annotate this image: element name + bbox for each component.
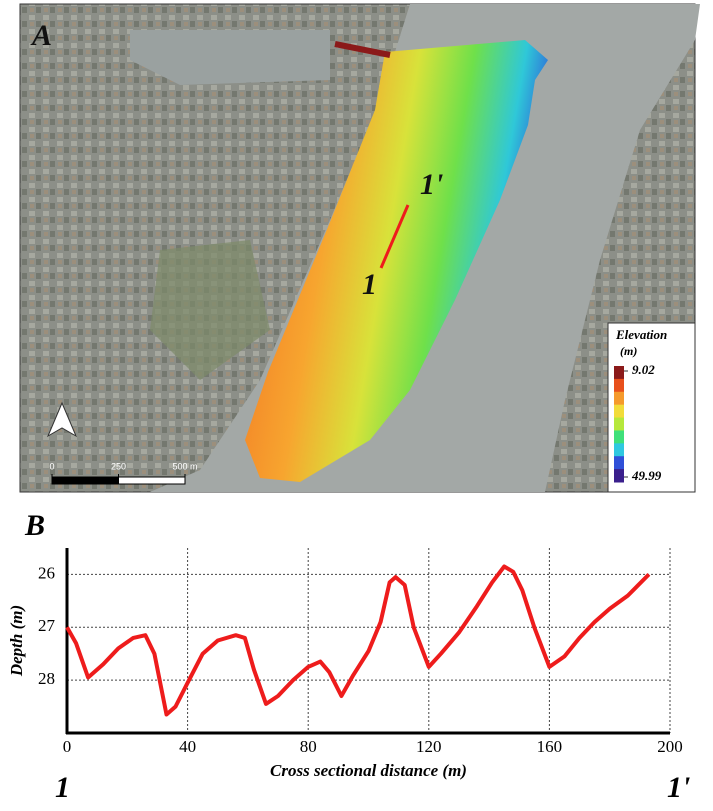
colorbar-segment — [614, 404, 624, 419]
section-start-label: 1 — [362, 268, 377, 301]
section-end-label: 1' — [667, 771, 690, 804]
legend-unit: (m) — [620, 344, 637, 358]
colorbar-segment — [614, 469, 624, 483]
section-end-label: 1' — [420, 168, 443, 201]
colorbar-segment — [614, 417, 624, 431]
scale-bar-label: 500 m — [172, 461, 197, 471]
y-tick-label: 28 — [38, 669, 55, 688]
x-axis-title: Cross sectional distance (m) — [270, 761, 467, 780]
x-tick-label: 0 — [63, 737, 72, 756]
section-line — [379, 204, 410, 269]
scale-bar-label: 250 — [111, 461, 126, 471]
colorbar-segment — [614, 430, 624, 444]
colorbar-segment — [614, 456, 624, 470]
x-tick-label: 80 — [300, 737, 317, 756]
scale-bar-dark — [52, 477, 119, 484]
y-axis-title: Depth (m) — [7, 605, 26, 677]
x-tick-label: 160 — [537, 737, 563, 756]
section-start-label: 1 — [55, 771, 70, 804]
y-tick-label: 27 — [38, 616, 56, 635]
bathymetry-swath — [245, 40, 548, 482]
park — [150, 240, 270, 380]
colorbar-segment — [614, 443, 624, 457]
scale-bar-label: 0 — [49, 461, 54, 471]
colorbar-segment — [614, 391, 624, 406]
depth-line — [65, 564, 651, 717]
x-tick-label: 120 — [416, 737, 442, 756]
legend-title: Elevation — [615, 327, 667, 342]
panel-label: A — [30, 19, 52, 52]
map-panel — [19, 3, 700, 493]
swath-edge — [334, 41, 391, 58]
x-tick-label: 200 — [657, 737, 683, 756]
colorbar-segment — [614, 378, 624, 393]
colorbar-tick-label: 49.99 — [631, 468, 662, 483]
marina — [130, 30, 330, 85]
colorbar-segment — [614, 366, 624, 380]
colorbar-tick-label: 9.02 — [632, 362, 655, 377]
north-arrow — [46, 401, 78, 438]
panel-label: B — [24, 509, 45, 542]
x-tick-label: 40 — [179, 737, 196, 756]
y-tick-label: 26 — [38, 563, 55, 582]
